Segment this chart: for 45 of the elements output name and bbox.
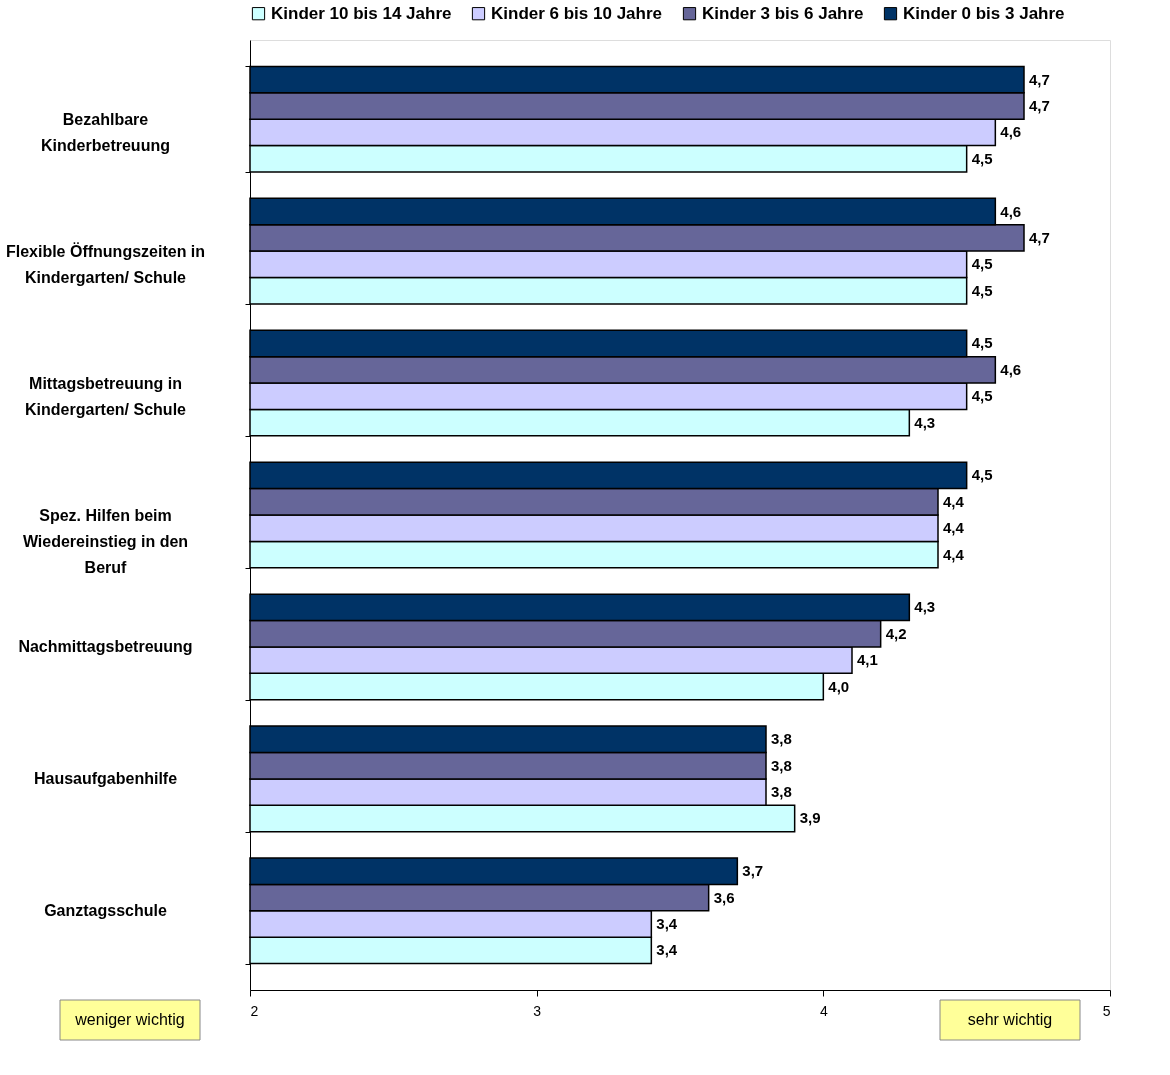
y-tick-label: Hausaufgabenhilfe (33, 770, 178, 788)
data-label: 4,4 (943, 545, 965, 563)
data-label: 4,5 (971, 149, 993, 167)
data-label: 4,5 (971, 466, 993, 484)
data-label: 3,7 (742, 862, 764, 880)
data-label: 3,4 (656, 915, 678, 933)
y-tick-label: Mittagsbetreuung in Kindergarten/ Schule (25, 374, 187, 418)
data-label: 4,6 (1000, 360, 1022, 378)
data-label: 3,8 (771, 730, 792, 748)
y-tick-label: Ganztagsschule (44, 902, 167, 920)
data-label: 4,7 (1029, 96, 1050, 114)
data-label: 4,1 (857, 651, 878, 669)
data-label: 4,6 (1000, 123, 1022, 141)
data-label: 3,8 (771, 756, 792, 774)
x-tick-label: 3 (533, 1002, 542, 1019)
data-label: 4,5 (971, 387, 993, 405)
data-label: 3,9 (799, 809, 821, 827)
data-label: 3,4 (656, 941, 678, 959)
x-tick-label: 4 (819, 1002, 828, 1019)
data-label: 4,6 (1000, 202, 1022, 220)
data-label: 4,7 (1029, 70, 1050, 88)
data-label: 4,5 (971, 334, 993, 352)
x-tick-label: 5 (1102, 1002, 1111, 1019)
data-label: 4,5 (971, 255, 993, 273)
data-label: 4,4 (943, 519, 965, 537)
legend-label: Kinder 3 bis 6 Jahre (702, 3, 864, 23)
y-tick-label: Bezahlbare Kinderbetreuung (41, 110, 170, 154)
data-label: 4,3 (914, 598, 936, 616)
x-tick-label: 2 (250, 1002, 259, 1019)
data-label: 4,4 (943, 492, 965, 510)
legend-label: Kinder 10 bis 14 Jahre (271, 3, 452, 23)
data-label: 4,7 (1029, 228, 1050, 246)
y-tick-label: Nachmittagsbetreuung (18, 638, 193, 656)
text: sehr wichtig (967, 1011, 1053, 1028)
data-label: 3,8 (771, 783, 792, 801)
data-label: 4,2 (885, 624, 907, 642)
data-label: 4,3 (914, 413, 936, 431)
text: weniger wichtig (74, 1011, 185, 1028)
legend-label: Kinder 0 bis 3 Jahre (903, 3, 1065, 23)
data-label: 4,5 (971, 281, 993, 299)
y-tick-label: Spez. Hilfen beim Wiedereinstieg in den Beruf (22, 506, 189, 576)
legend-label: Kinder 6 bis 10 Jahre (491, 3, 663, 23)
data-label: 3,6 (713, 888, 735, 906)
y-tick-label: Flexible Öffnungszeiten in Kindergarten/ Schule (5, 241, 206, 286)
data-label: 4,0 (828, 677, 850, 695)
